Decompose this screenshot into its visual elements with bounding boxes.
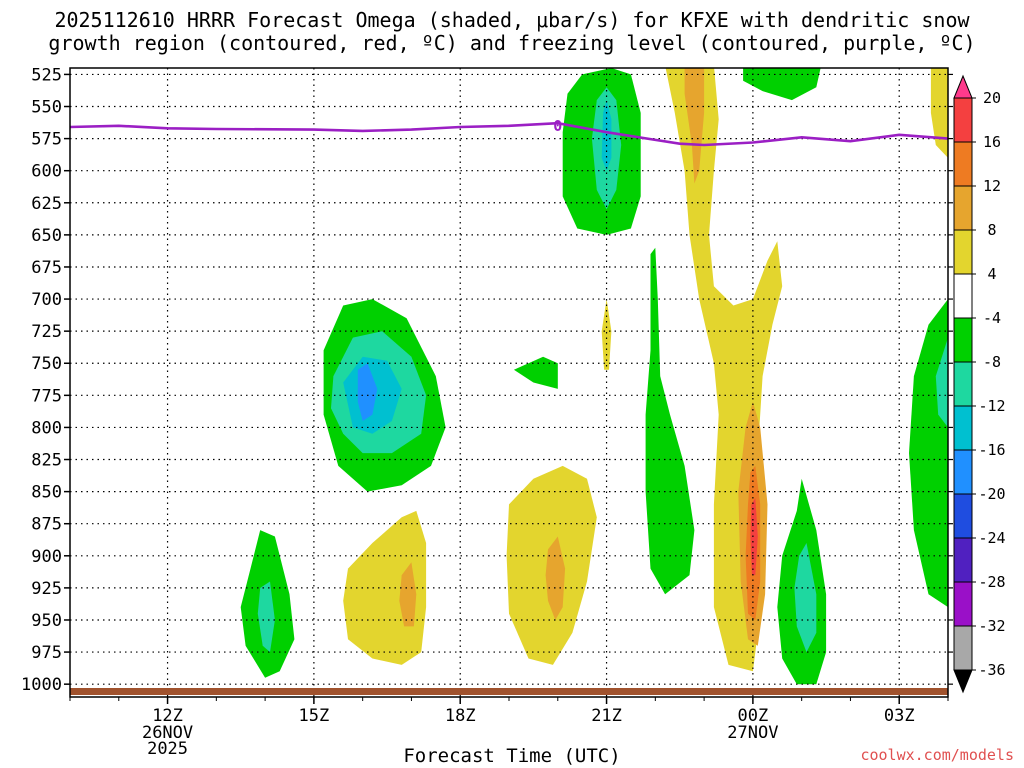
x-tick-date-00Z: 27NOV <box>727 723 778 743</box>
y-tick-label-925: 925 <box>31 579 62 599</box>
omega-region-green-top-00z <box>743 68 821 101</box>
y-tick-label-550: 550 <box>31 98 62 118</box>
y-tick-label-525: 525 <box>31 65 62 85</box>
colorbar-swatch-9 <box>953 449 973 495</box>
freezing-level-contour: 0 <box>69 117 949 147</box>
colorbar-label-4: 4 <box>987 265 996 283</box>
x-tick-label-18Z: 18Z <box>445 706 476 726</box>
colorbar-swatch-6 <box>953 317 973 363</box>
y-tick-label-625: 625 <box>31 194 62 214</box>
x-tick-label-12Z: 12Z <box>152 706 183 726</box>
x-axis-label: Forecast Time (UTC) <box>403 745 621 767</box>
omega-region-teal-wedge-01z <box>794 543 817 653</box>
colorbar-swatch-8 <box>953 405 973 451</box>
colorbar-top-arrow <box>953 74 973 99</box>
y-tick-label-700: 700 <box>31 290 62 310</box>
colorbar-swatch-10 <box>953 493 973 539</box>
omega-region-teal-wedge-14z <box>257 581 275 653</box>
colorbar-label-2: 12 <box>983 177 1001 195</box>
colorbar-swatch-4 <box>953 229 973 275</box>
y-tick-label-825: 825 <box>31 451 62 471</box>
colorbar-label-7: -12 <box>978 397 1005 415</box>
colorbar-swatch-12 <box>953 581 973 627</box>
omega-region-orange-blob-20z <box>545 536 566 620</box>
y-tick-label-975: 975 <box>31 643 62 663</box>
omega-region-yellow-spike-21z <box>601 299 612 370</box>
y-tick-label-675: 675 <box>31 258 62 278</box>
y-tick-label-650: 650 <box>31 226 62 246</box>
omega-region-green-right-edge <box>909 299 948 608</box>
chart-title-line-1: 2025112610 HRRR Forecast Omega (shaded, … <box>54 8 970 32</box>
colorbar-label-0: 20 <box>983 89 1001 107</box>
colorbar-label-8: -16 <box>978 441 1005 459</box>
omega-region-green-small-20z <box>513 356 558 389</box>
colorbar-swatch-3 <box>953 185 973 231</box>
freezing-level-label: 0 <box>553 117 562 135</box>
omega-region-yellow-right-top <box>930 68 948 158</box>
site-credit: coolwx.com/models <box>860 746 1014 764</box>
omega-region-teal-right-edge <box>935 337 948 428</box>
y-tick-label-575: 575 <box>31 130 62 150</box>
colorbar-swatch-11 <box>953 537 973 583</box>
x-tick-label-00Z: 00Z <box>738 706 769 726</box>
y-tick-label-950: 950 <box>31 611 62 631</box>
colorbar-swatch-2 <box>953 141 973 187</box>
colorbar-label-5: -4 <box>983 309 1001 327</box>
omega-region-orange-blob-17z <box>399 562 417 627</box>
y-tick-label-875: 875 <box>31 515 62 535</box>
y-tick-label-725: 725 <box>31 322 62 342</box>
chart-title-line-2: growth region (contoured, red, ºC) and f… <box>48 31 976 55</box>
x-tick-year-12Z: 2025 <box>147 739 188 759</box>
colorbar-label-13: -36 <box>978 661 1005 679</box>
x-tick-label-21Z: 21Z <box>591 706 622 726</box>
y-tick-label-850: 850 <box>31 483 62 503</box>
omega-shading <box>240 68 948 685</box>
plot-area <box>70 68 948 697</box>
x-tick-label-15Z: 15Z <box>299 706 330 726</box>
colorbar-swatch-1 <box>953 97 973 143</box>
colorbar-label-1: 16 <box>983 133 1001 151</box>
x-tick-label-03Z: 03Z <box>884 706 915 726</box>
colorbar-swatch-13 <box>953 625 973 671</box>
colorbar-swatch-7 <box>953 361 973 407</box>
y-tick-label-1000: 1000 <box>21 675 62 695</box>
omega-region-green-22z-column <box>645 247 695 595</box>
y-tick-label-600: 600 <box>31 162 62 182</box>
colorbar-label-9: -20 <box>978 485 1005 503</box>
y-tick-label-750: 750 <box>31 354 62 374</box>
axes: 525 550 575 600 625 650 675 700 725 750 775 800 825 8… <box>21 65 953 759</box>
colorbar-label-10: -24 <box>978 529 1005 547</box>
colorbar-swatch-5 <box>953 273 973 319</box>
terrain-strip <box>70 688 948 695</box>
omega-region-blue-blob-16z <box>357 363 378 421</box>
x-tick-date-12Z: 26NOV <box>142 723 193 743</box>
omega-region-orange-upper-plume <box>684 68 705 184</box>
colorbar-label-12: -32 <box>978 617 1005 635</box>
colorbar: 20 16 12 8 4 -4 -8 -12 -16 -20 -24 -28 -32 -36 <box>953 74 1006 694</box>
freezing-level-line <box>69 121 949 147</box>
colorbar-bottom-arrow <box>953 669 973 694</box>
colorbar-label-6: -8 <box>983 353 1001 371</box>
y-tick-label-775: 775 <box>31 386 62 406</box>
y-tick-label-900: 900 <box>31 547 62 567</box>
colorbar-label-3: 8 <box>987 221 996 239</box>
colorbar-label-11: -28 <box>978 573 1005 591</box>
y-tick-label-800: 800 <box>31 418 62 438</box>
